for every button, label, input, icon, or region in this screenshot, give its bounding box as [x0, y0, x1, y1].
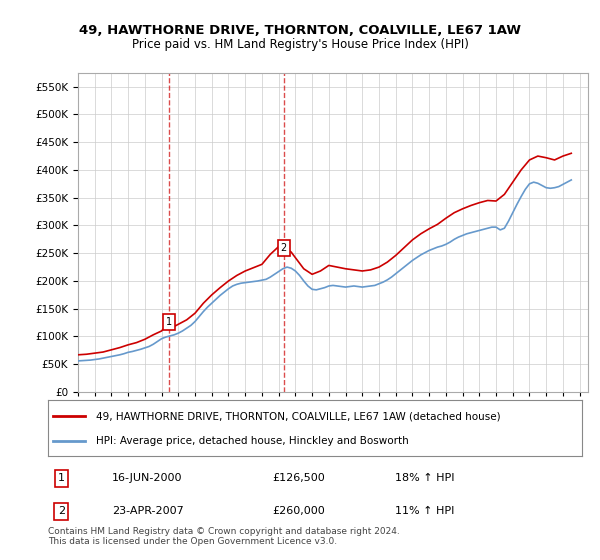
Text: 49, HAWTHORNE DRIVE, THORNTON, COALVILLE, LE67 1AW (detached house): 49, HAWTHORNE DRIVE, THORNTON, COALVILLE…: [96, 411, 500, 421]
Text: 49, HAWTHORNE DRIVE, THORNTON, COALVILLE, LE67 1AW: 49, HAWTHORNE DRIVE, THORNTON, COALVILLE…: [79, 24, 521, 38]
Text: £260,000: £260,000: [272, 506, 325, 516]
Text: HPI: Average price, detached house, Hinckley and Bosworth: HPI: Average price, detached house, Hinc…: [96, 436, 409, 446]
Text: 18% ↑ HPI: 18% ↑ HPI: [395, 473, 455, 483]
Text: 16-JUN-2000: 16-JUN-2000: [112, 473, 182, 483]
Text: 2: 2: [281, 242, 287, 253]
Text: 2: 2: [58, 506, 65, 516]
Text: 1: 1: [58, 473, 65, 483]
Text: £126,500: £126,500: [272, 473, 325, 483]
Text: 11% ↑ HPI: 11% ↑ HPI: [395, 506, 454, 516]
Text: 1: 1: [166, 317, 172, 327]
Text: Contains HM Land Registry data © Crown copyright and database right 2024.
This d: Contains HM Land Registry data © Crown c…: [48, 526, 400, 546]
Text: 23-APR-2007: 23-APR-2007: [112, 506, 184, 516]
Text: Price paid vs. HM Land Registry's House Price Index (HPI): Price paid vs. HM Land Registry's House …: [131, 38, 469, 52]
